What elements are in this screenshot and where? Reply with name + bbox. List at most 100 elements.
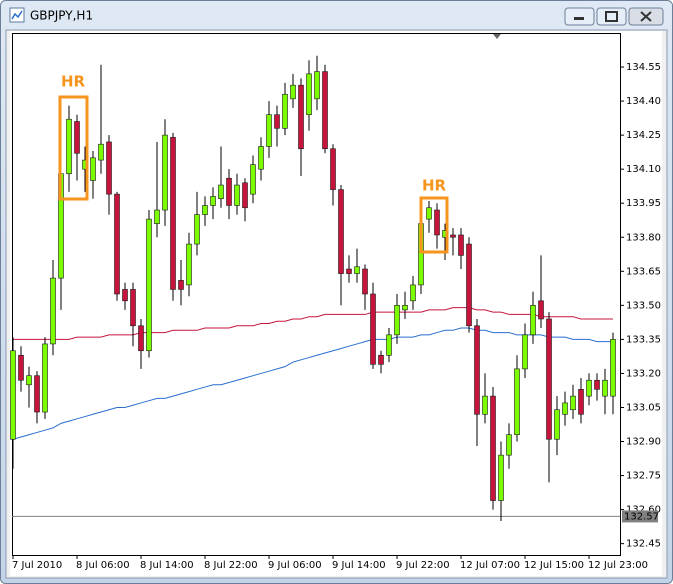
candle-body — [338, 189, 344, 274]
candle-body — [578, 389, 584, 415]
candle-body — [402, 305, 408, 311]
x-tick-label: 8 Jul 22:00 — [204, 560, 258, 571]
y-tick-label: 134.25 — [626, 130, 661, 141]
x-tick-label: 9 Jul 22:00 — [396, 560, 450, 571]
x-tick-label: 12 Jul 23:00 — [588, 560, 648, 571]
candle-body — [90, 157, 96, 181]
candle-body — [562, 402, 568, 415]
price-line-box — [622, 510, 658, 523]
x-tick-label: 9 Jul 06:00 — [268, 560, 322, 571]
candle-body — [306, 73, 312, 116]
y-tick-label: 134.10 — [626, 164, 661, 175]
candle-body — [250, 164, 256, 195]
x-tick-label: 9 Jul 14:00 — [332, 560, 386, 571]
candle-body — [154, 209, 160, 224]
x-tick-label: 8 Jul 06:00 — [76, 560, 130, 571]
candle-body — [314, 71, 320, 100]
y-tick-label: 132.75 — [626, 471, 661, 482]
close-button[interactable] — [628, 7, 664, 26]
candle-body — [594, 379, 600, 390]
candle-body — [194, 214, 200, 245]
y-tick-label: 133.50 — [626, 300, 661, 311]
y-tick-label: 133.80 — [626, 232, 661, 243]
candle-body — [410, 284, 416, 302]
annotation-text: HR — [61, 73, 86, 91]
candle-body — [74, 121, 80, 154]
candle-body — [378, 354, 384, 365]
candle-body — [570, 395, 576, 411]
candle-body — [130, 289, 136, 327]
candle-body — [506, 434, 512, 456]
candle-body — [514, 368, 520, 436]
candle-body — [346, 268, 352, 274]
candle-body — [322, 71, 328, 150]
candle-body — [298, 84, 304, 150]
minimize-button[interactable] — [564, 7, 595, 26]
candle-body — [490, 395, 496, 501]
candle-body — [538, 300, 544, 320]
candle-body — [482, 395, 488, 415]
candle-body — [178, 280, 184, 290]
candle-body — [330, 148, 336, 190]
candle-body — [394, 305, 400, 336]
candle-body — [354, 266, 360, 274]
candle-body — [10, 350, 16, 440]
candle-body — [122, 289, 128, 302]
candle-body — [162, 134, 168, 211]
candle-body — [186, 243, 192, 286]
candle-body — [98, 143, 104, 161]
candle-body — [226, 177, 232, 206]
candle-body — [170, 137, 176, 290]
candle-body — [450, 234, 456, 238]
candle-body — [266, 114, 272, 147]
candle-body — [602, 379, 608, 397]
plot-frame — [12, 33, 621, 556]
chart-background — [10, 31, 662, 576]
candle-body — [290, 84, 296, 100]
candle-body — [146, 218, 152, 352]
candle-body — [370, 293, 376, 365]
candle-body — [258, 146, 264, 170]
chart-shift-marker — [493, 34, 501, 39]
candle-body — [554, 409, 560, 440]
candle-body — [474, 325, 480, 415]
candle-body — [106, 141, 112, 195]
y-tick-label: 133.95 — [626, 198, 661, 209]
plot-area — [10, 55, 620, 521]
maximize-button[interactable] — [596, 7, 627, 26]
price-line-label: 132.57 — [624, 511, 659, 522]
x-tick-label: 8 Jul 14:00 — [140, 560, 194, 571]
candle-body — [610, 339, 616, 397]
window-icon-glyph — [11, 10, 23, 20]
candle-body — [426, 207, 432, 220]
candle-body — [530, 305, 536, 336]
candle-body — [50, 277, 56, 345]
candle-body — [218, 184, 224, 199]
x-tick-label: 7 Jul 2010 — [12, 560, 62, 571]
candle-body — [586, 379, 592, 397]
candle-body — [458, 234, 464, 256]
moving-average-line — [13, 307, 613, 340]
candle-body — [210, 196, 216, 206]
candle-body — [282, 93, 288, 129]
candle-body — [274, 114, 280, 129]
candle-body — [242, 182, 248, 209]
y-tick-label: 133.65 — [626, 266, 661, 277]
y-tick-label: 133.20 — [626, 368, 661, 379]
candle-body — [546, 318, 552, 440]
y-tick-label: 132.60 — [626, 505, 661, 516]
y-tick-label: 132.45 — [626, 539, 661, 550]
candle-body — [522, 334, 528, 370]
candle-body — [34, 375, 40, 413]
candle-body — [26, 375, 32, 386]
y-tick-label: 134.55 — [626, 62, 661, 73]
candle-body — [386, 334, 392, 356]
annotation-text: HR — [422, 177, 447, 195]
y-tick-label: 133.05 — [626, 402, 661, 413]
window-title: GBPJPY,H1 — [30, 9, 93, 23]
moving-average-line — [12, 327, 613, 440]
y-tick-label: 133.35 — [626, 334, 661, 345]
candle-body — [66, 118, 72, 175]
annotation-box — [58, 95, 89, 201]
